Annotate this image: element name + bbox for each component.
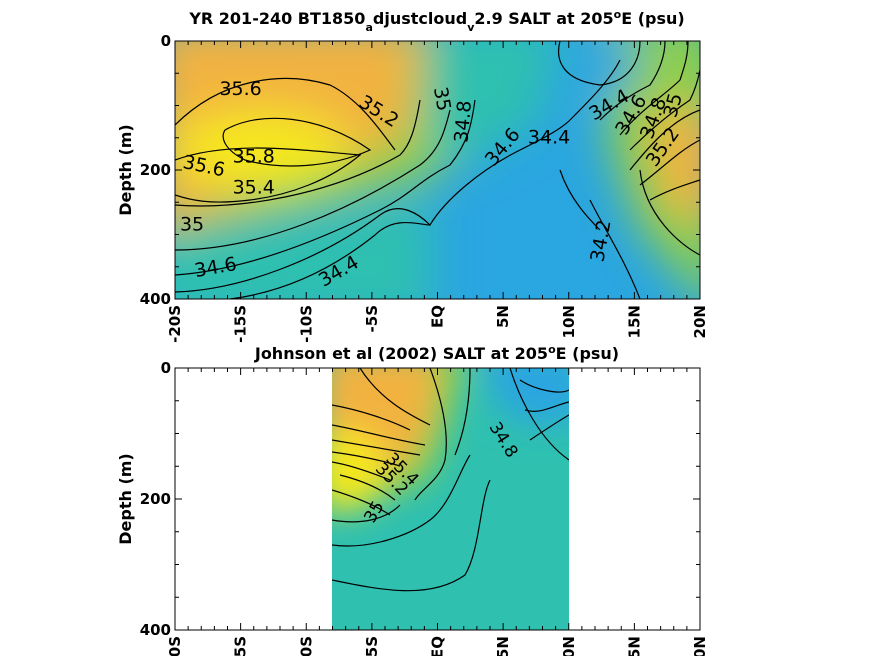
x-tick-label: -20S <box>166 636 184 656</box>
y-axis-label-1: Depth (m) <box>116 124 135 216</box>
contour-label: 35 <box>180 213 204 235</box>
x-tick-label: -10S <box>297 305 315 343</box>
x-axis-ticks-2: -20S -15S -10S -5S EQ 5N 10N 15N 20N <box>166 368 709 656</box>
y-tick-label: 0 <box>161 32 171 50</box>
contour-label: 34.8 <box>450 100 476 144</box>
x-tick-label: -20S <box>166 305 184 343</box>
x-tick-label: EQ <box>429 305 447 328</box>
contour-label: 35.4 <box>233 177 275 199</box>
salinity-field-2: 34.835.435.235 <box>332 368 569 630</box>
y-tick-label: 200 <box>140 161 171 179</box>
chart-title-2: Johnson et al (2002) SALT at 205oE (psu) <box>254 343 619 364</box>
y-axis-ticks-2: 0 200 400 <box>140 359 700 639</box>
contour-label: 34.4 <box>528 126 570 148</box>
x-tick-label: 10N <box>560 305 578 338</box>
x-tick-label: -5S <box>363 636 381 656</box>
y-tick-label: 0 <box>161 359 171 377</box>
x-axis-ticks-1: -20S -15S -10S -5S EQ 5N 10N 15N 20N <box>166 41 709 343</box>
x-tick-label: -15S <box>232 636 250 656</box>
x-tick-label: -10S <box>297 636 315 656</box>
y-axis-ticks-1: 0 200 400 <box>140 32 700 308</box>
x-tick-label: 20N <box>691 636 709 656</box>
x-tick-label: EQ <box>429 636 447 656</box>
contours-2 <box>332 368 569 592</box>
contour-label: 35 <box>429 85 455 113</box>
x-tick-label: 5N <box>494 636 512 656</box>
x-tick-label: 15N <box>625 636 643 656</box>
y-tick-label: 200 <box>140 490 171 508</box>
x-tick-label: -15S <box>232 305 250 343</box>
y-tick-label: 400 <box>140 290 171 308</box>
x-tick-label: -5S <box>363 305 381 332</box>
x-tick-label: 20N <box>691 305 709 338</box>
x-tick-label: 10N <box>560 636 578 656</box>
contours-1 <box>175 41 700 299</box>
contour-label: 35.6 <box>219 78 261 100</box>
chart-title-1: YR 201-240 BT1850adjustcloudv2.9 SALT at… <box>188 8 684 34</box>
y-tick-label: 400 <box>140 621 171 639</box>
x-tick-label: 15N <box>625 305 643 338</box>
contour-label: 35.8 <box>233 146 275 168</box>
panel-2: 34.835.435.235 -20S -15S -10S -5S EQ 5N 10N 15N… <box>116 343 709 656</box>
y-axis-label-2: Depth (m) <box>116 453 135 545</box>
x-tick-label: 5N <box>494 305 512 328</box>
